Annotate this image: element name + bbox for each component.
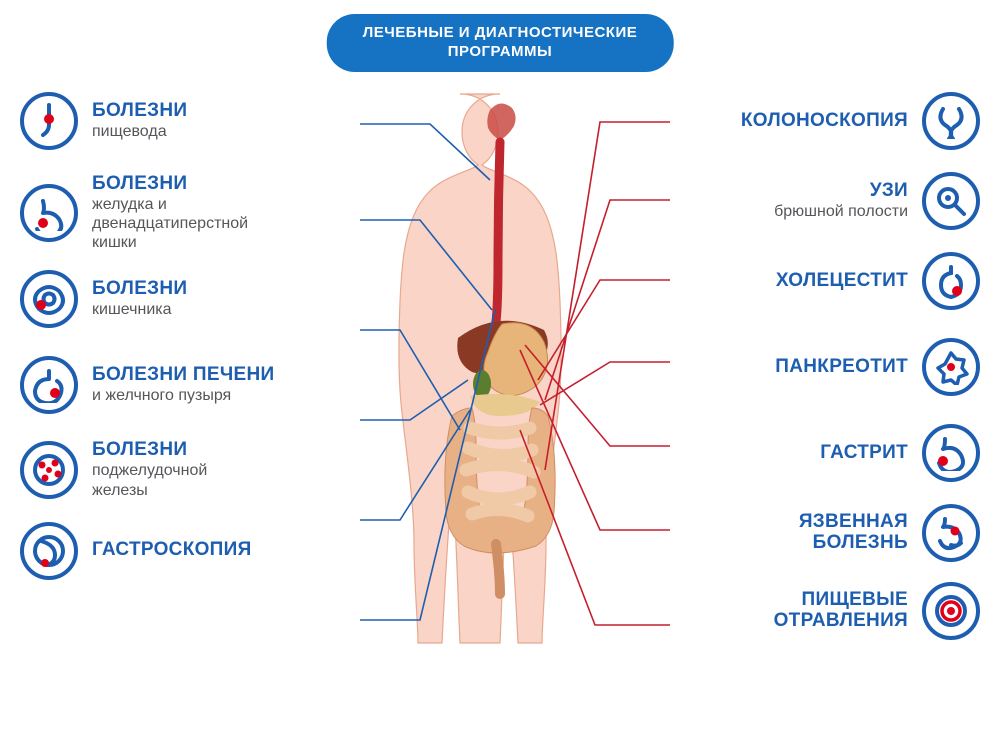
header-pill: ЛЕЧЕБНЫЕ И ДИАГНОСТИЧЕСКИЕ ПРОГРАММЫ [327,14,674,72]
item-title: ПИЩЕВЫЕ ОТРАВЛЕНИЯ [774,590,908,632]
item-subtitle: и желчного пузыря [92,386,274,405]
item-title: БОЛЕЗНИ [92,279,187,300]
text-block: БОЛЕЗНИкишечника [92,279,187,319]
left-item-0: БОЛЕЗНИпищевода [20,92,360,150]
text-block: БОЛЕЗНИподжелудочной железы [92,440,207,499]
item-title: ГАСТРИТ [820,443,908,464]
ulcer-icon [922,504,980,562]
item-title: БОЛЕЗНИ [92,101,187,122]
rectum [496,544,500,594]
text-block: БОЛЕЗНИ ПЕЧЕНИи желчного пузыря [92,365,274,405]
item-title: УЗИ [870,181,908,202]
right-item-5: ЯЗВЕННАЯ БОЛЕЗНЬ [670,504,980,562]
left-item-3: БОЛЕЗНИ ПЕЧЕНИи желчного пузыря [20,356,360,414]
item-title: БОЛЕЗНИ [92,174,248,195]
ultrasound-icon [922,172,980,230]
left-item-1: БОЛЕЗНИжелудка и двенадцатиперстной кишк… [20,174,360,252]
item-title: БОЛЕЗНИ [92,440,207,461]
text-block: ЯЗВЕННАЯ БОЛЕЗНЬ [799,512,908,554]
esophagus-tube [496,142,500,322]
text-block: БОЛЕЗНИпищевода [92,101,187,141]
liver-icon [20,356,78,414]
right-item-2: ХОЛЕЦЕСТИТ [670,252,980,310]
item-title: ХОЛЕЦЕСТИТ [776,271,908,292]
left-column: БОЛЕЗНИпищеводаБОЛЕЗНИжелудка и двенадца… [20,92,360,580]
item-title: ПАНКРЕОТИТ [775,357,908,378]
right-item-6: ПИЩЕВЫЕ ОТРАВЛЕНИЯ [670,582,980,640]
item-subtitle: поджелудочной железы [92,461,207,499]
item-title: КОЛОНОСКОПИЯ [741,111,908,132]
text-block: ГАСТРИТ [820,443,908,464]
text-block: КОЛОНОСКОПИЯ [741,111,908,132]
right-column: КОЛОНОСКОПИЯ УЗИбрюшной полости ХОЛЕЦЕСТИТ… [670,92,980,640]
anatomy-figure [370,88,630,648]
pancreas-icon [20,441,78,499]
item-title: ГАСТРОСКОПИЯ [92,540,252,561]
stomach-icon [20,184,78,242]
left-item-2: БОЛЕЗНИкишечника [20,270,360,328]
right-item-4: ГАСТРИТ [670,424,980,482]
item-subtitle: кишечника [92,300,187,319]
gallbladder-icon [922,252,980,310]
item-title: ЯЗВЕННАЯ БОЛЕЗНЬ [799,512,908,554]
pancreatitis-icon [922,338,980,396]
item-subtitle: желудка и двенадцатиперстной кишки [92,195,248,253]
header-line1: ЛЕЧЕБНЫЕ И ДИАГНОСТИЧЕСКИЕ [363,24,638,43]
text-block: ПАНКРЕОТИТ [775,357,908,378]
right-item-3: ПАНКРЕОТИТ [670,338,980,396]
intestine-icon [20,270,78,328]
right-item-0: КОЛОНОСКОПИЯ [670,92,980,150]
text-block: БОЛЕЗНИжелудка и двенадцатиперстной кишк… [92,174,248,252]
text-block: ХОЛЕЦЕСТИТ [776,271,908,292]
gastritis-icon [922,424,980,482]
right-item-1: УЗИбрюшной полости [670,172,980,230]
colonoscopy-icon [922,92,980,150]
item-subtitle: брюшной полости [774,202,908,221]
text-block: ПИЩЕВЫЕ ОТРАВЛЕНИЯ [774,590,908,632]
text-block: УЗИбрюшной полости [774,181,908,221]
esophagus-icon [20,92,78,150]
poisoning-icon [922,582,980,640]
header-line2: ПРОГРАММЫ [363,43,638,62]
left-item-4: БОЛЕЗНИподжелудочной железы [20,440,360,499]
gastroscopy-icon [20,522,78,580]
left-item-5: ГАСТРОСКОПИЯ [20,522,360,580]
item-title: БОЛЕЗНИ ПЕЧЕНИ [92,365,274,386]
gallbladder [473,370,491,398]
item-subtitle: пищевода [92,122,187,141]
text-block: ГАСТРОСКОПИЯ [92,540,252,561]
